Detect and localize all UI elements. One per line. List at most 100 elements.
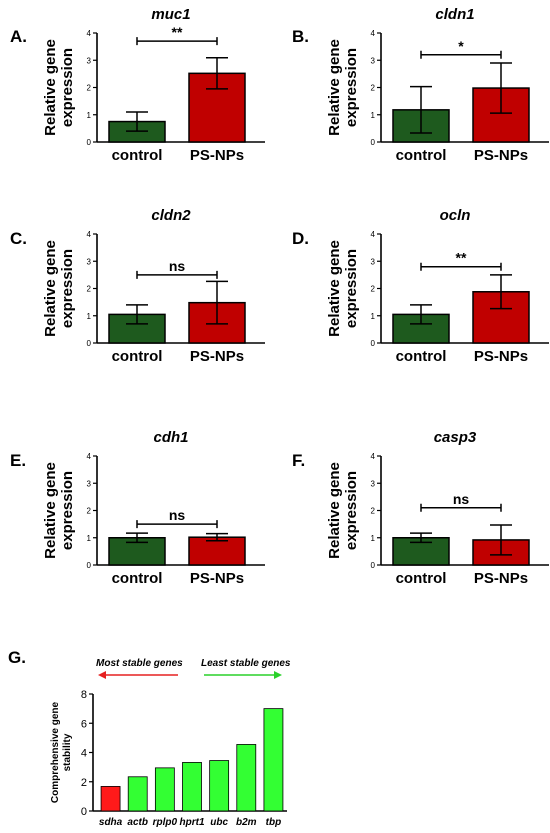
category-label: control [396,147,447,164]
panel-f: F. casp3 Relative geneexpression 0 1 2 3 4 contr… [292,429,549,587]
bar-hprt1 [182,762,202,812]
significance-label: ns [453,491,470,507]
y-tick-label: 1 [371,534,376,543]
y-tick-label: 4 [87,452,92,461]
y-tick-label: 4 [371,452,376,461]
category-label: hprt1 [180,817,205,828]
category-label: PS-NPs [474,570,528,587]
significance-bracket [420,262,502,271]
y-tick-label: 2 [371,285,376,294]
y-axis-label: Comprehensive genestability [50,701,73,803]
y-tick-label: 8 [81,689,87,701]
arrow-left-head [98,671,106,679]
annotation-most-stable: Most stable genes [96,658,183,669]
panel-label: F. [292,451,305,470]
y-axis-label: Relative geneexpression [42,39,76,136]
panel-c: C. cldn2 Relative geneexpression 0 1 2 3 4 contr… [10,207,265,365]
category-label: control [396,348,447,365]
significance-bracket [136,37,218,46]
y-axis-label: Relative geneexpression [326,240,360,337]
y-axis-label: Relative geneexpression [326,462,360,559]
annotation-least-stable: Least stable genes [201,658,291,669]
category-label: PS-NPs [190,570,244,587]
chart-title: cldn1 [435,6,474,23]
y-axis-label: Relative geneexpression [42,462,76,559]
category-label: control [112,348,163,365]
bar-ps-nps [188,72,246,143]
y-tick-label: 0 [371,339,376,348]
y-tick-label: 3 [371,479,376,488]
significance-label: ns [169,258,186,274]
arrow-right-head [274,671,282,679]
panel-label: G. [8,648,26,667]
significance-label: ns [169,507,186,523]
significance-bracket [420,503,502,512]
bar-actb [127,776,148,812]
y-tick-label: 3 [371,56,376,65]
y-tick-label: 2 [87,507,92,516]
significance-label: ** [172,24,183,40]
y-axis-label: Relative geneexpression [326,39,360,136]
chart-title: muc1 [151,6,190,23]
significance-bracket [420,50,502,59]
y-tick-label: 4 [87,230,92,239]
y-tick-label: 1 [87,111,92,120]
y-tick-label: 3 [87,257,92,266]
y-tick-label: 0 [87,339,92,348]
category-label: b2m [236,817,257,828]
y-axis-label: Relative geneexpression [42,240,76,337]
panel-a: A. muc1 Relative geneexpression 0 1 2 3 4 contro… [10,6,265,164]
category-label: PS-NPs [474,348,528,365]
y-tick-label: 2 [87,285,92,294]
y-tick-label: 4 [371,230,376,239]
y-tick-label: 4 [87,29,92,38]
y-tick-label: 0 [371,138,376,147]
bar-tbp [263,708,284,812]
y-tick-label: 1 [87,312,92,321]
bar-ubc [209,760,230,812]
y-tick-label: 3 [87,479,92,488]
panel-label: A. [10,27,27,46]
significance-bracket [136,520,218,529]
bar-b2m [236,744,257,812]
chart-title: cldn2 [151,207,191,224]
y-tick-label: 1 [371,111,376,120]
category-label: actb [127,817,148,828]
y-tick-label: 0 [81,806,87,818]
category-label: control [112,570,163,587]
chart-title: ocln [440,207,471,224]
y-tick-label: 0 [371,561,376,570]
bar-ps-nps [188,536,246,566]
category-label: control [396,570,447,587]
category-label: control [112,147,163,164]
bar-rplp0 [154,767,175,812]
panel-label: C. [10,229,27,248]
category-label: PS-NPs [474,147,528,164]
panel-e: E. cdh1 Relative geneexpression 0 1 2 3 4 contro… [10,429,265,587]
category-label: tbp [266,817,282,828]
y-tick-label: 0 [87,561,92,570]
bar-sdha [100,786,121,812]
y-tick-label: 6 [81,718,87,730]
y-tick-label: 2 [81,777,87,789]
chart-title: casp3 [434,429,477,446]
significance-bracket [136,270,218,279]
y-tick-label: 1 [371,312,376,321]
y-tick-label: 1 [87,534,92,543]
panel-label: E. [10,451,26,470]
y-tick-label: 3 [87,56,92,65]
category-label: PS-NPs [190,348,244,365]
significance-label: ** [456,250,467,266]
y-tick-label: 4 [371,29,376,38]
category-label: sdha [99,817,123,828]
panel-d: D. ocln Relative geneexpression 0 1 2 3 4 contro… [292,207,549,365]
significance-label: * [458,38,464,54]
category-label: ubc [210,817,228,828]
panel-b: B. cldn1 Relative geneexpression 0 1 2 3 4 contr… [292,6,549,164]
category-label: rplp0 [153,817,178,828]
chart-title: cdh1 [153,429,188,446]
category-label: PS-NPs [190,147,244,164]
panel-g: G. Most stable genes Least stable genes Com… [8,648,291,828]
panel-label: B. [292,27,309,46]
